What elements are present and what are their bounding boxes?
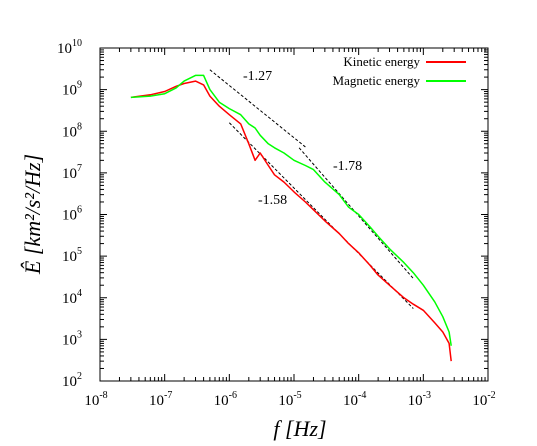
x-tick-label: 10-8: [84, 390, 107, 409]
axis-ticks: [99, 47, 489, 382]
x-tick-label: 10-2: [472, 390, 495, 409]
x-tick-label: 10-7: [149, 390, 172, 409]
x-axis-label: f [Hz]: [273, 416, 326, 441]
reference-line: [228, 122, 414, 309]
x-tick-label: 10-5: [278, 390, 301, 409]
y-tick-label: 107: [62, 163, 82, 182]
slope-label-1.78: -1.78: [333, 159, 362, 174]
series-lines: [130, 74, 452, 362]
plot-frame: [99, 47, 489, 382]
x-tick-label: 10-6: [214, 390, 237, 409]
x-tick-label: 10-4: [343, 390, 366, 409]
reference-line: [209, 69, 306, 148]
x-tick-labels: 10-8 10-7 10-6 10-5 10-4 10-3 10-2: [84, 390, 495, 409]
legend-entry-magnetic: Magnetic energy: [333, 73, 421, 88]
y-tick-label: 103: [62, 329, 82, 348]
series-line-magnetic: [130, 74, 452, 346]
y-tick-label: 104: [62, 288, 82, 307]
reference-lines: [209, 69, 414, 309]
y-tick-label: 102: [62, 371, 82, 390]
x-tick-label: 10-3: [408, 390, 431, 409]
y-tick-label: 109: [62, 80, 82, 99]
y-tick-labels: 102 103 104 105 106 107 108 109 1010: [57, 38, 82, 390]
series-line-kinetic: [130, 80, 452, 362]
y-tick-label: 106: [62, 205, 82, 224]
slope-label-1.58: -1.58: [258, 193, 287, 208]
legend-entry-kinetic: Kinetic energy: [343, 54, 420, 69]
y-tick-label: 1010: [57, 38, 82, 57]
y-tick-label: 105: [62, 246, 82, 265]
y-tick-label: 108: [62, 121, 82, 140]
y-axis-label: Ê [km²/s²/Hz]: [20, 154, 45, 275]
slope-label-1.27: -1.27: [243, 69, 272, 84]
legend: Kinetic energy Magnetic energy: [333, 54, 466, 88]
